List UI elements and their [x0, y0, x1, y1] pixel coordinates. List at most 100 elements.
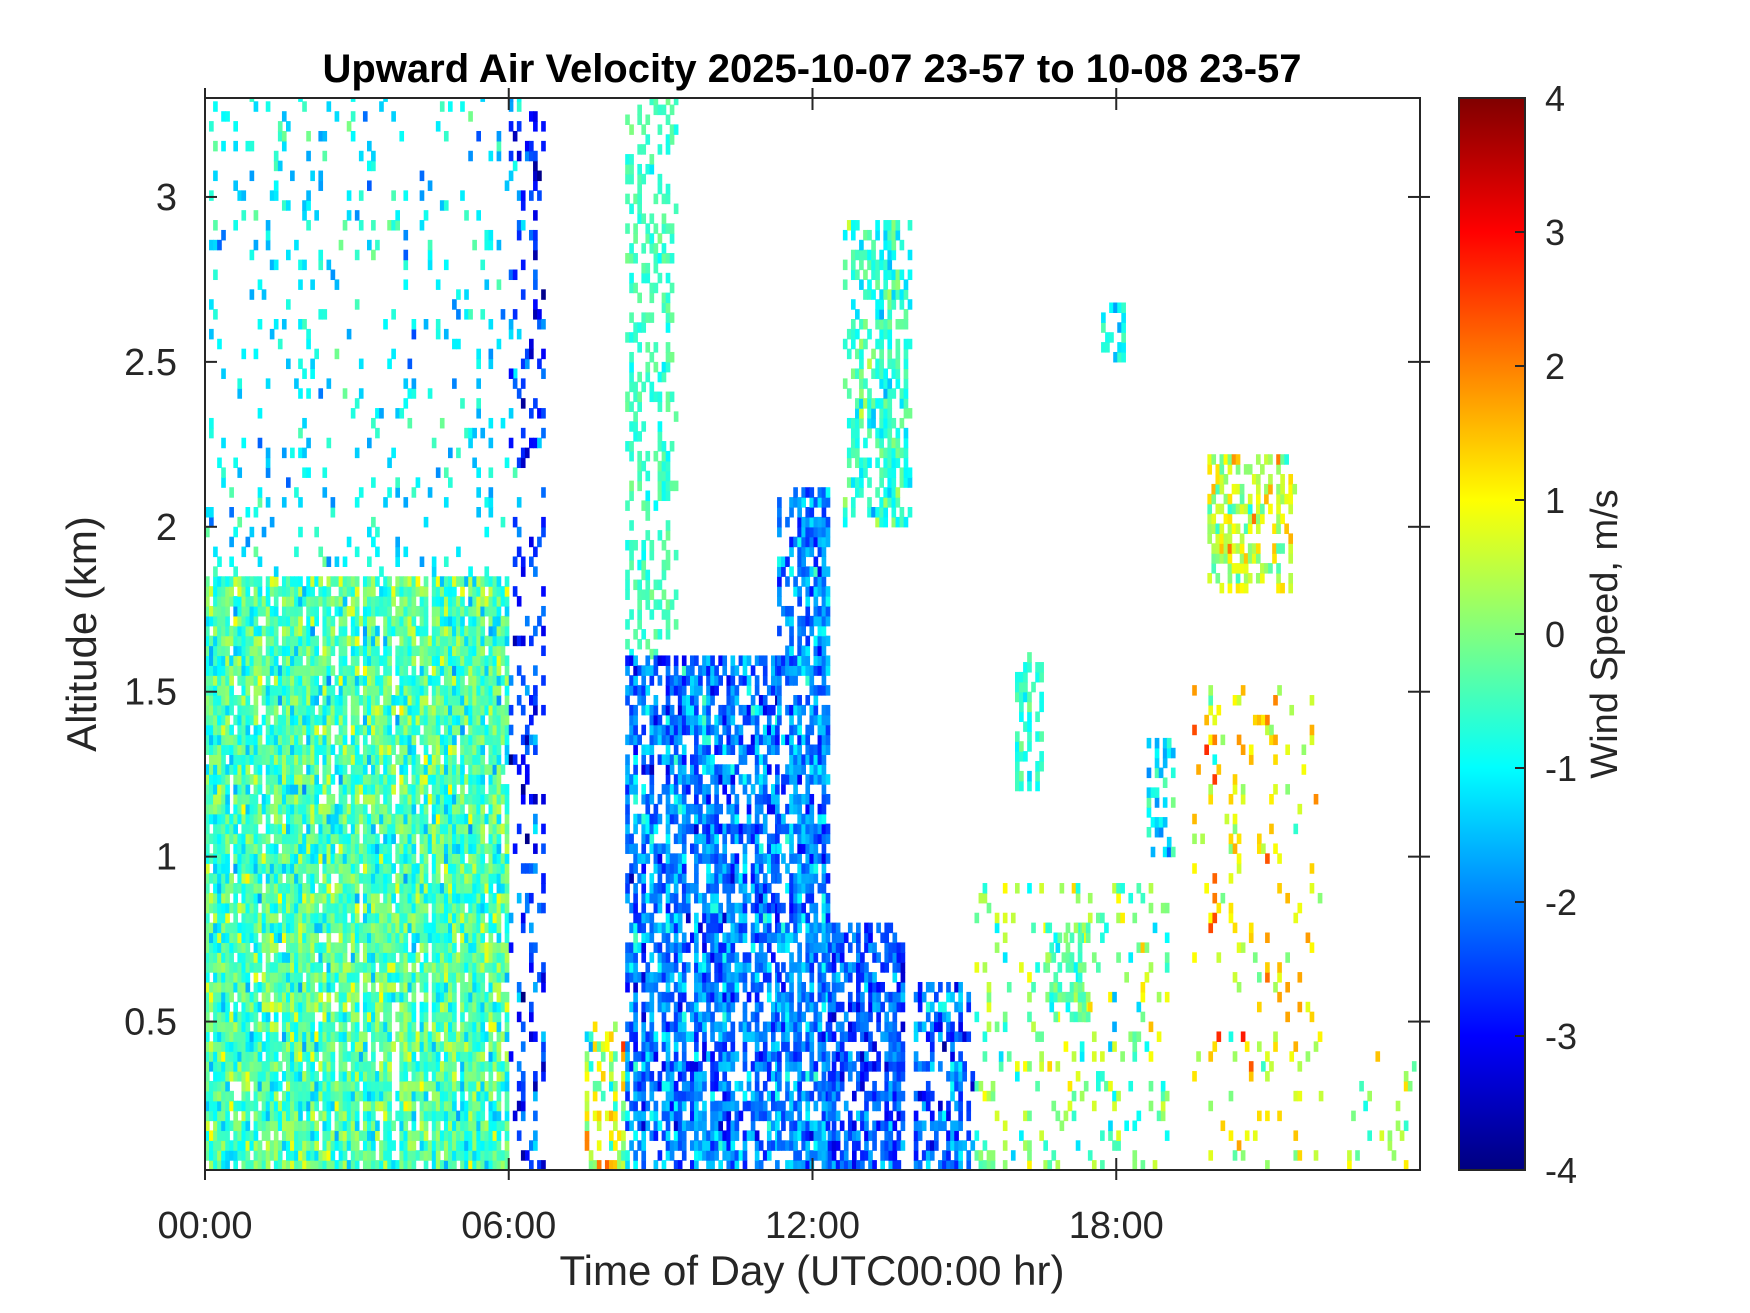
heatmap-cell — [322, 714, 328, 726]
heatmap-cell — [286, 1041, 291, 1052]
heatmap-cell — [209, 635, 214, 647]
heatmap-cell — [209, 507, 214, 518]
heatmap-cell — [362, 734, 368, 746]
heatmap-cell — [508, 328, 514, 340]
heatmap-cell — [306, 1160, 311, 1170]
heatmap-cell — [629, 922, 634, 934]
heatmap-cell — [407, 902, 413, 914]
heatmap-cell — [533, 704, 538, 716]
heatmap-cell — [468, 427, 473, 439]
heatmap-cell — [403, 853, 409, 864]
heatmap-cell — [520, 1071, 526, 1082]
heatmap-cell — [411, 704, 417, 716]
heatmap-cell — [306, 843, 311, 854]
heatmap-cell — [205, 724, 210, 736]
heatmap-cell — [354, 1090, 360, 1102]
heatmap-cell — [338, 239, 344, 251]
heatmap-cell — [277, 764, 283, 775]
heatmap-cell — [504, 1100, 510, 1112]
heatmap-cell — [443, 576, 449, 587]
heatmap-cell — [249, 704, 255, 716]
heatmap-cell — [387, 843, 392, 854]
heatmap-cell — [472, 744, 477, 755]
heatmap-cell — [269, 665, 275, 676]
heatmap-cell — [431, 665, 437, 676]
heatmap-cell — [273, 1021, 279, 1033]
heatmap-cell — [277, 1041, 283, 1052]
heatmap-cell — [427, 714, 433, 726]
heatmap-cell — [302, 596, 307, 607]
heatmap-cell — [326, 101, 332, 112]
heatmap-cell — [371, 754, 376, 765]
heatmap-cell — [269, 1100, 275, 1112]
heatmap-cell — [403, 883, 409, 894]
heatmap-cell — [338, 764, 344, 775]
heatmap-cell — [395, 991, 400, 1003]
heatmap-cell — [472, 823, 477, 835]
heatmap-cell — [435, 853, 441, 864]
heatmap-cell — [310, 1150, 315, 1161]
heatmap-cell — [290, 892, 295, 904]
heatmap-cell — [504, 873, 510, 884]
heatmap-cell — [379, 1071, 384, 1082]
heatmap-cell — [286, 981, 291, 993]
heatmap-cell — [496, 754, 502, 765]
heatmap-cell — [468, 695, 473, 706]
heatmap-cell — [249, 734, 255, 746]
heatmap-cell — [625, 1110, 630, 1122]
heatmap-cell — [625, 1051, 630, 1062]
heatmap-cell — [350, 1080, 356, 1092]
heatmap-cell — [427, 1150, 433, 1161]
heatmap-cell — [629, 421, 634, 432]
heatmap-cell — [322, 1080, 328, 1092]
heatmap-cell — [387, 774, 392, 785]
heatmap-cell — [537, 408, 542, 419]
heatmap-cell — [334, 1140, 340, 1151]
heatmap-cell — [472, 665, 477, 676]
heatmap-cell — [468, 784, 473, 795]
heatmap-cell — [588, 1061, 594, 1072]
heatmap-cell — [529, 437, 534, 449]
heatmap-cell — [472, 605, 477, 617]
heatmap-cell — [423, 1061, 429, 1072]
heatmap-cell — [375, 942, 380, 953]
heatmap-cell — [253, 546, 259, 558]
heatmap-cell — [669, 312, 675, 323]
heatmap-cell — [641, 272, 647, 284]
heatmap-cell — [290, 754, 295, 765]
heatmap-cell — [407, 1001, 413, 1013]
heatmap-cell — [326, 259, 332, 271]
heatmap-cell — [281, 704, 287, 716]
heatmap-cell — [209, 328, 214, 340]
heatmap-cell — [452, 1120, 457, 1132]
heatmap-cell — [439, 704, 445, 716]
heatmap-cell — [241, 863, 247, 874]
heatmap-cell — [281, 675, 287, 686]
heatmap-cell — [500, 972, 506, 983]
heatmap-cell — [286, 833, 291, 845]
heatmap-cell — [310, 724, 315, 736]
heatmap-cell — [225, 1160, 230, 1170]
heatmap-cell — [480, 1051, 486, 1062]
heatmap-cell — [298, 596, 303, 607]
heatmap-cell — [468, 972, 473, 983]
heatmap-cell — [657, 371, 663, 383]
heatmap-cell — [504, 754, 510, 765]
heatmap-cell — [273, 863, 279, 874]
heatmap-cell — [375, 645, 380, 657]
heatmap-cell — [318, 952, 324, 963]
heatmap-cell — [334, 863, 340, 874]
heatmap-cell — [407, 635, 413, 647]
heatmap-cell — [637, 460, 642, 472]
heatmap-cell — [383, 675, 388, 686]
heatmap-cell — [233, 853, 238, 864]
heatmap-cell — [399, 665, 405, 676]
heatmap-cell — [221, 685, 226, 696]
heatmap-cell — [472, 883, 477, 894]
heatmap-cell — [326, 952, 332, 963]
heatmap-cell — [476, 981, 481, 993]
heatmap-cell — [205, 586, 210, 597]
heatmap-cell — [233, 843, 238, 854]
heatmap-cell — [431, 1051, 437, 1062]
heatmap-cell — [354, 774, 360, 785]
